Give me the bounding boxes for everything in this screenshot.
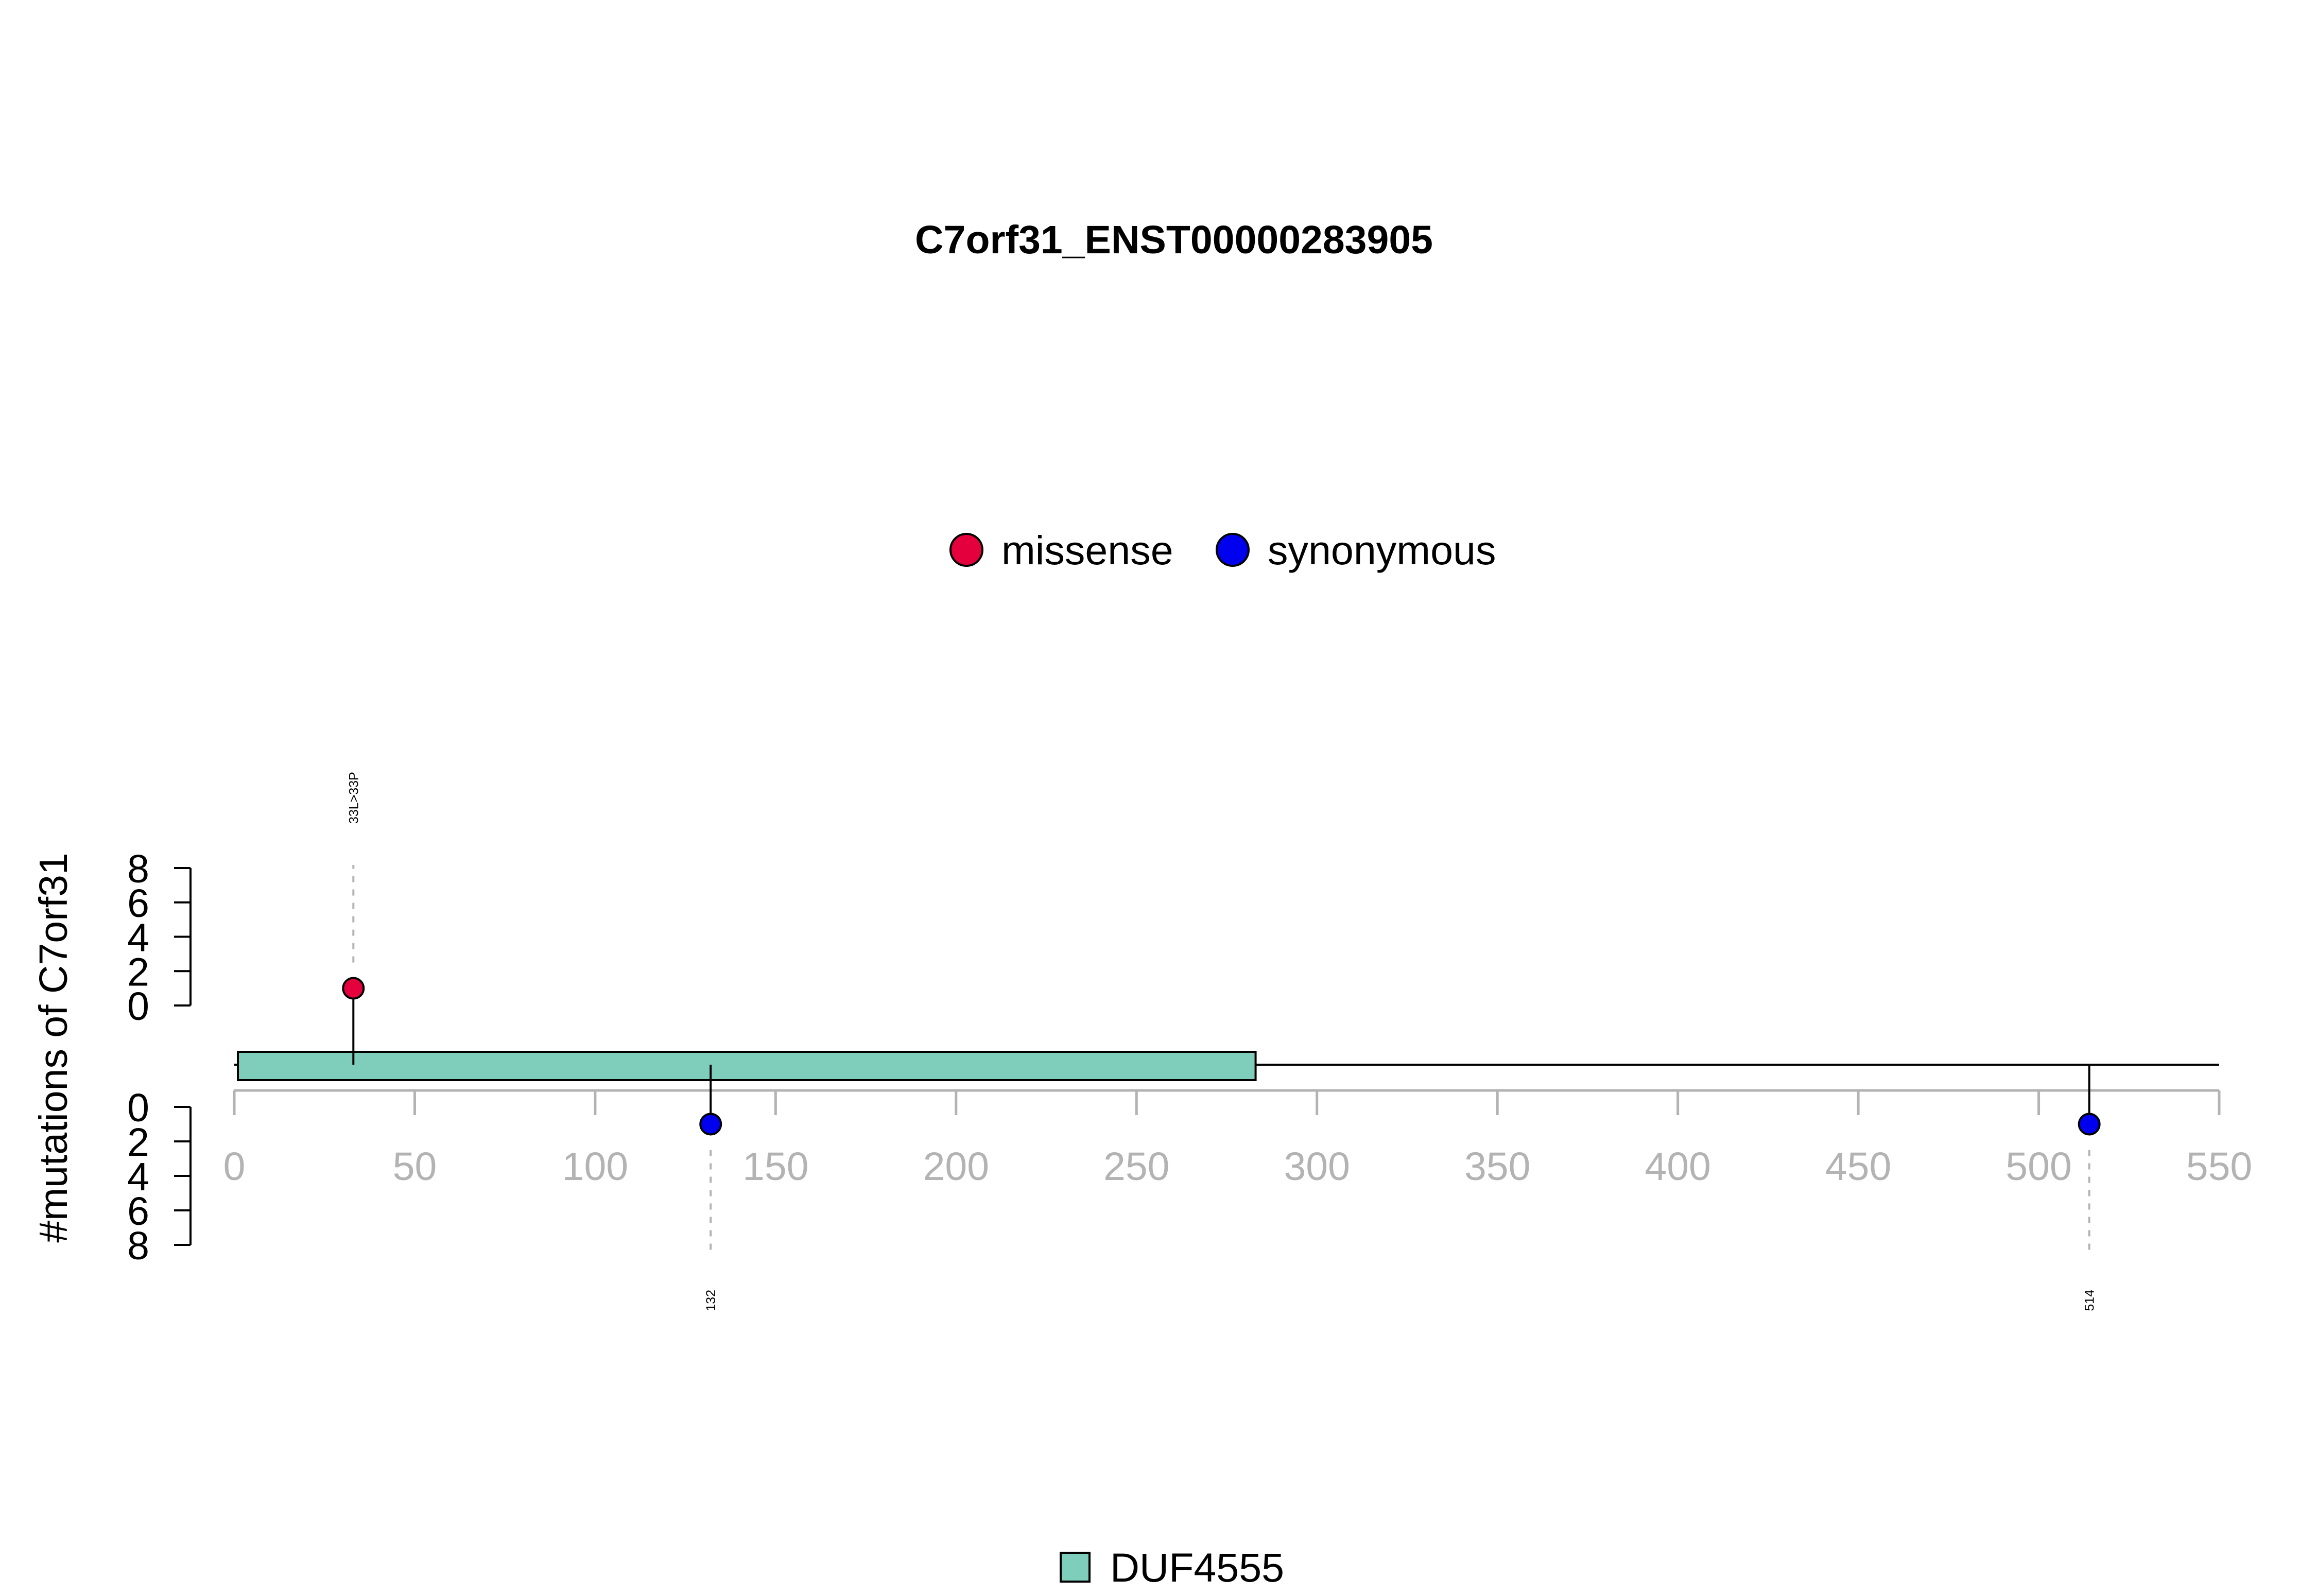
mutation-label-132: 132: [704, 1290, 718, 1311]
y-top-tick-label-0: 0: [127, 984, 149, 1029]
chart-title: C7orf31_ENST00000283905: [915, 218, 1433, 262]
y-bottom-tick-label-8: 8: [127, 1224, 149, 1268]
x-tick-label-0: 0: [223, 1144, 246, 1189]
legend-marker-missense: [949, 533, 983, 567]
x-tick-label-250: 250: [1103, 1144, 1169, 1189]
y-top-tick-label-8: 8: [127, 847, 149, 891]
domain-DUF4555: [237, 1051, 1257, 1081]
domain-track: [237, 1051, 1257, 1081]
y-bottom-tick-label-0: 0: [127, 1086, 149, 1130]
legend-label-missense: missense: [1001, 527, 1173, 573]
y-top-tick-label-6: 6: [127, 881, 149, 926]
x-tick-label-500: 500: [2005, 1144, 2071, 1189]
x-tick-label-450: 450: [1825, 1144, 1891, 1189]
x-tick-label-50: 50: [393, 1144, 437, 1189]
legend-label-synonymous: synonymous: [1268, 527, 1496, 573]
x-tick-label-100: 100: [562, 1144, 628, 1189]
x-axis: 0 50 100 150 200 250 300 350 400 450 500 550: [223, 1089, 2252, 1189]
domain-legend-marker-DUF4555: [1060, 1552, 1091, 1583]
y-bottom-tick-label-4: 4: [127, 1155, 149, 1199]
x-tick-label-300: 300: [1284, 1144, 1350, 1189]
mutation-point-132: [699, 1113, 722, 1136]
x-tick-label-550: 550: [2186, 1144, 2252, 1189]
x-tick-label-400: 400: [1645, 1144, 1710, 1189]
domain-legend-label-DUF4555: DUF4555: [1110, 1545, 1284, 1590]
y-top-tick-label-2: 2: [127, 950, 149, 994]
x-tick-label-200: 200: [923, 1144, 989, 1189]
mutation-label-514: 514: [2083, 1290, 2097, 1311]
mutation-point-514: [2078, 1113, 2101, 1136]
x-tick-label-350: 350: [1464, 1144, 1530, 1189]
mutation-label-33: 33L>33P: [347, 772, 361, 824]
y-bottom-tick-label-6: 6: [127, 1189, 149, 1234]
mutation-track: 33L>33P 132 514: [342, 772, 2101, 1311]
mutation-legend: missense synonymous: [949, 527, 1496, 573]
legend-marker-synonymous: [1216, 533, 1250, 567]
mutation-point-33: [342, 977, 365, 1000]
x-tick-label-150: 150: [742, 1144, 808, 1189]
domain-legend: DUF4555: [1060, 1545, 1284, 1590]
y-bottom-tick-label-2: 2: [127, 1120, 149, 1165]
y-top-tick-label-4: 4: [127, 916, 149, 960]
y-axis-label: #mutations of C7orf31: [31, 853, 76, 1243]
